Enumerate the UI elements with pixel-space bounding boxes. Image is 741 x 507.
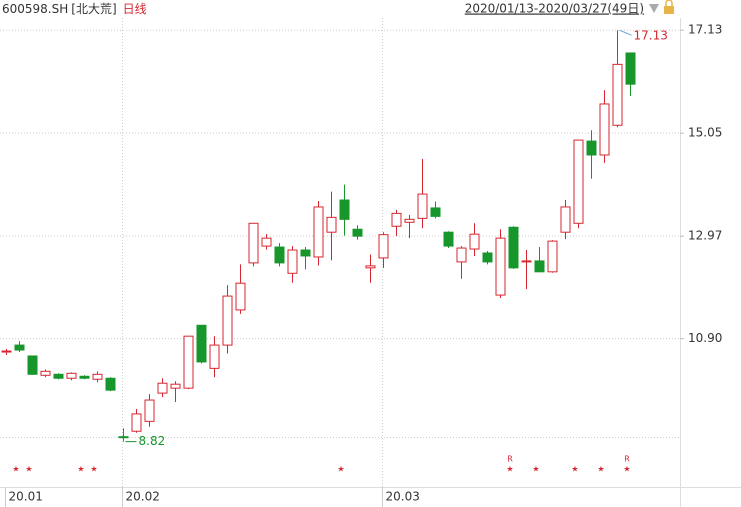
- header: 600598.SH [北大荒] 日线: [2, 2, 147, 16]
- date-range[interactable]: 2020/01/13-2020/03/27(49日): [465, 2, 644, 16]
- r-marker: R: [624, 455, 630, 464]
- x-tick-label: 20.03: [386, 490, 420, 504]
- candle-body: [144, 399, 155, 422]
- candle-body: [261, 237, 272, 247]
- candle-body: [14, 344, 25, 351]
- candle-body: [196, 324, 207, 363]
- dropdown-icon[interactable]: [649, 4, 659, 13]
- star-marker: ★: [12, 465, 19, 474]
- candle-body: [66, 372, 77, 379]
- candle-body: [235, 282, 246, 311]
- star-marker: ★: [571, 465, 578, 474]
- candle-body: [404, 218, 415, 223]
- candle-body: [599, 103, 610, 156]
- candle-body: [326, 216, 337, 233]
- candle-body: [456, 247, 467, 263]
- star-marker: ★: [623, 465, 630, 474]
- candle-body: [534, 260, 545, 273]
- y-tick-label: 15.05: [688, 126, 722, 140]
- lock-icon[interactable]: [664, 6, 674, 14]
- candle-body: [40, 370, 51, 376]
- candle-body: [586, 140, 597, 156]
- candle-body: [313, 206, 324, 258]
- stock-code: 600598.SH: [2, 2, 68, 16]
- x-tick-label: 20.02: [126, 490, 160, 504]
- r-marker: R: [507, 455, 513, 464]
- candle-body: [443, 231, 454, 247]
- x-tick-label: 20.01: [9, 490, 43, 504]
- candle-body: [1, 350, 12, 353]
- star-marker: ★: [532, 465, 539, 474]
- candle-body: [482, 252, 493, 263]
- candle-body: [352, 228, 363, 237]
- candle-body: [53, 373, 64, 379]
- candle-body: [547, 240, 558, 273]
- candle-body: [222, 295, 233, 346]
- candle-body: [131, 413, 142, 432]
- candle-body: [274, 246, 285, 264]
- candle-body: [27, 355, 38, 375]
- candle-body: [92, 373, 103, 380]
- candle-body: [248, 222, 259, 264]
- stock-name: [北大荒]: [71, 2, 116, 16]
- candle-body: [157, 382, 168, 394]
- lock-shackle: [665, 0, 673, 6]
- candle-body: [170, 383, 181, 389]
- candle-body: [105, 377, 116, 391]
- star-marker: ★: [506, 465, 513, 474]
- candle-body: [521, 260, 532, 263]
- candle-body: [300, 249, 311, 257]
- candle-body: [391, 212, 402, 227]
- candle-body: [378, 234, 389, 259]
- candle-body: [560, 206, 571, 233]
- candle-body: [79, 375, 90, 379]
- candle-body: [365, 265, 376, 269]
- candle-body: [118, 436, 129, 439]
- candle-body: [430, 207, 441, 217]
- candle-body: [625, 52, 636, 85]
- star-marker: ★: [90, 465, 97, 474]
- max-arrow: [619, 29, 632, 36]
- y-tick-label: 10.90: [688, 331, 722, 345]
- y-tick-label: 17.13: [688, 23, 722, 37]
- period: 日线: [123, 2, 147, 16]
- star-marker: ★: [25, 465, 32, 474]
- candle-body: [183, 335, 194, 389]
- star-marker: ★: [597, 465, 604, 474]
- min-label: 8.82: [139, 434, 166, 448]
- candle-body: [287, 249, 298, 274]
- candle-body: [495, 237, 506, 296]
- candle-body: [469, 233, 480, 250]
- candle-body: [508, 226, 519, 269]
- candle-body: [612, 63, 623, 126]
- candle-body: [417, 193, 428, 219]
- candle-body: [339, 199, 350, 220]
- star-marker: ★: [77, 465, 84, 474]
- y-tick-label: 12.97: [688, 229, 722, 243]
- plot: 17.13 15.05 12.97 10.90 20.01 20.02 20.03 17.13…: [0, 18, 722, 507]
- candle-body: [573, 139, 584, 224]
- candle-body: [209, 344, 220, 369]
- star-marker: ★: [337, 465, 344, 474]
- max-label: 17.13: [634, 29, 668, 43]
